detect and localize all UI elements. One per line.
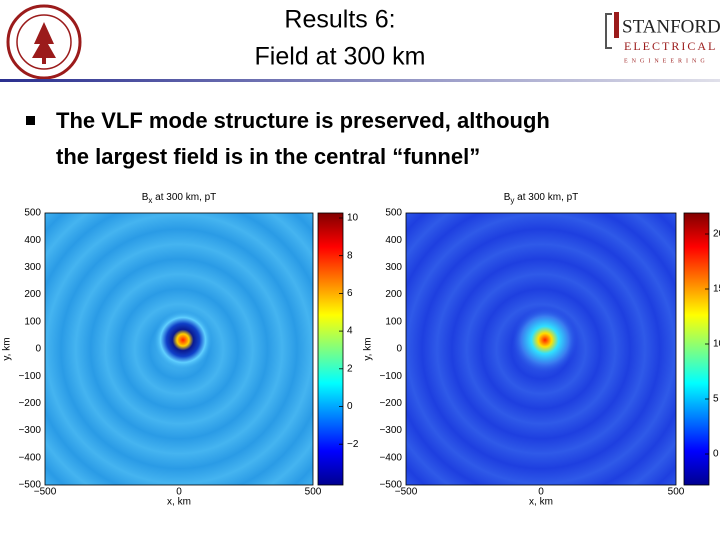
title-subscript: y xyxy=(510,196,514,205)
y-tick-label: 300 xyxy=(385,262,402,273)
y-tick-label: 100 xyxy=(385,316,402,327)
logo-text: ENGINEERING xyxy=(624,58,709,64)
colorbar-tick-label: 0 xyxy=(713,449,719,460)
x-tick-label: −500 xyxy=(34,487,57,498)
y-tick-label: −300 xyxy=(18,425,41,436)
plot-frame xyxy=(44,212,314,486)
colorbar-tick-label: 8 xyxy=(347,250,353,261)
title-line: Field at 300 km xyxy=(255,43,426,71)
university-seal xyxy=(6,4,82,80)
title-line: Results 6: xyxy=(284,6,395,34)
y-axis-label: y, km xyxy=(2,337,13,360)
plot-frame xyxy=(405,212,677,486)
y-tick-label: 200 xyxy=(385,289,402,300)
title-part: at 300 km, pT xyxy=(152,192,216,203)
colorbar-tick-label: 10 xyxy=(713,339,720,350)
y-tick-label: −100 xyxy=(18,371,41,382)
department-logo: STANFORD ELECTRICAL ENGINEERING xyxy=(605,12,720,64)
colorbar-tick-label: 0 xyxy=(347,401,353,412)
y-tick-label: −400 xyxy=(379,452,402,463)
x-tick-label: 0 xyxy=(538,487,544,498)
logo-text: STANFORD xyxy=(622,16,720,37)
colorbar-tick-label: 15 xyxy=(713,284,720,295)
y-tick-label: −200 xyxy=(379,398,402,409)
y-tick-label: 500 xyxy=(385,208,402,219)
colorbar-tick-label: 20 xyxy=(713,229,720,240)
logo-text: ELECTRICAL xyxy=(624,39,717,53)
colorbar-tick-label: 4 xyxy=(347,326,353,337)
heatmap-core xyxy=(153,310,213,370)
x-tick-label: −500 xyxy=(395,487,418,498)
colorbar-tick-label: 6 xyxy=(347,288,353,299)
bullet-text: the largest field is in the central “fun… xyxy=(56,144,480,169)
colorbar-tick-label: 2 xyxy=(347,363,353,374)
heatmap-core xyxy=(511,306,579,374)
y-tick-label: −400 xyxy=(18,452,41,463)
colorbar xyxy=(317,212,344,486)
y-tick-label: −200 xyxy=(18,398,41,409)
y-axis-label: y, km xyxy=(363,337,374,360)
bullet-text: The VLF mode structure is preserved, alt… xyxy=(56,108,550,133)
title-part: B xyxy=(142,192,149,203)
title-part: at 300 km, pT xyxy=(514,192,578,203)
colorbar xyxy=(683,212,710,486)
y-tick-label: 400 xyxy=(24,235,41,246)
title-subscript: x xyxy=(148,196,152,205)
y-tick-label: 400 xyxy=(385,235,402,246)
colorbar-tick-label: 10 xyxy=(347,213,359,224)
y-tick-label: 100 xyxy=(24,316,41,327)
y-tick-label: −300 xyxy=(379,425,402,436)
y-tick-label: −100 xyxy=(379,371,402,382)
y-tick-label: 300 xyxy=(24,262,41,273)
y-tick-label: 200 xyxy=(24,289,41,300)
x-tick-label: 0 xyxy=(176,487,182,498)
x-axis-label: x, km xyxy=(167,497,191,508)
title-part: B xyxy=(504,192,511,203)
colorbar-tick-label: 5 xyxy=(713,394,719,405)
y-tick-label: 500 xyxy=(24,208,41,219)
x-tick-label: 500 xyxy=(668,487,685,498)
x-tick-label: 500 xyxy=(305,487,322,498)
bullet-marker xyxy=(26,116,35,125)
y-tick-label: −500 xyxy=(379,480,402,491)
y-tick-label: 0 xyxy=(35,344,41,355)
plot-title: Bx at 300 km, pT xyxy=(142,192,217,205)
header-rule xyxy=(0,79,720,82)
y-tick-label: 0 xyxy=(396,344,402,355)
y-tick-label: −500 xyxy=(18,480,41,491)
plot-title: By at 300 km, pT xyxy=(504,192,579,205)
colorbar-tick-label: −2 xyxy=(347,439,359,450)
x-axis-label: x, km xyxy=(529,497,553,508)
